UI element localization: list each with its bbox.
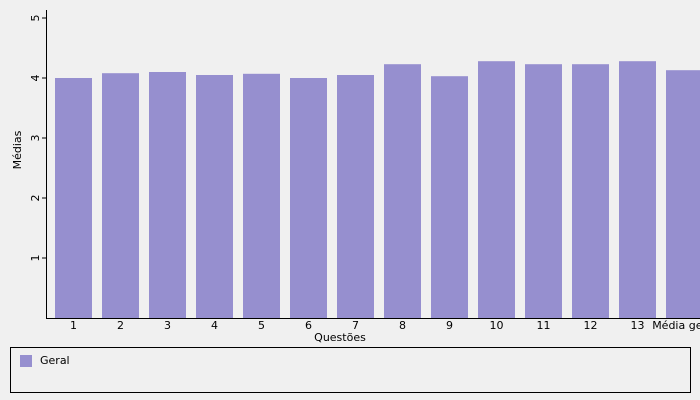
bar — [290, 78, 327, 318]
bar — [196, 75, 233, 318]
x-tick-label: 8 — [399, 319, 406, 332]
x-tick-label: 11 — [537, 319, 551, 332]
y-tick-label: 3 — [29, 135, 42, 142]
bar — [337, 75, 374, 318]
x-tick-label: 1 — [70, 319, 77, 332]
x-tick-label: 13 — [631, 319, 645, 332]
bar — [102, 73, 139, 318]
x-tick-label: 9 — [446, 319, 453, 332]
bar — [572, 64, 609, 318]
bar — [384, 64, 421, 318]
bar — [666, 70, 700, 318]
x-tick-label: Média geral — [652, 319, 700, 332]
bar — [619, 61, 656, 318]
x-tick-label: 6 — [305, 319, 312, 332]
y-tick-label: 5 — [29, 15, 42, 22]
x-tick-label: 12 — [584, 319, 598, 332]
legend-label: Geral — [40, 354, 70, 367]
bar — [149, 72, 186, 318]
bar — [431, 76, 468, 318]
legend-box — [10, 347, 691, 393]
y-axis-label: Médias — [11, 130, 24, 169]
x-tick-label: 4 — [211, 319, 218, 332]
y-tick-label: 1 — [29, 255, 42, 262]
bar — [243, 73, 280, 318]
bar — [525, 64, 562, 318]
x-tick-label: 5 — [258, 319, 265, 332]
x-tick-label: 10 — [490, 319, 504, 332]
bar — [55, 78, 92, 318]
x-axis-label: Questões — [314, 331, 366, 344]
y-tick-label: 4 — [29, 75, 42, 82]
x-tick-label: 3 — [164, 319, 171, 332]
x-tick-label: 2 — [117, 319, 124, 332]
bar — [478, 61, 515, 318]
x-tick-label: 7 — [352, 319, 359, 332]
y-tick-label: 2 — [29, 195, 42, 202]
legend-swatch — [20, 355, 32, 367]
